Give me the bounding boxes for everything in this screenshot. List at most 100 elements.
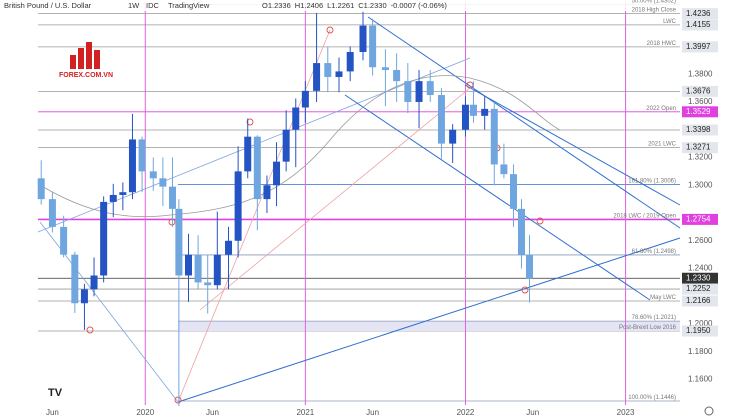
candle-body bbox=[518, 208, 526, 255]
price-box bbox=[682, 283, 718, 295]
candle-body bbox=[175, 208, 183, 276]
candle-body bbox=[381, 67, 389, 71]
price-box-label: 1.2166 bbox=[686, 296, 711, 305]
level-note: 161.80% (1.3006) bbox=[628, 178, 676, 184]
candle-body bbox=[346, 51, 354, 72]
trend-line bbox=[464, 84, 681, 206]
candle-body bbox=[244, 136, 252, 172]
candle-body bbox=[273, 161, 281, 186]
level-note: 50.00% (1.4302) bbox=[632, 0, 676, 5]
x-tick-label: 2020 bbox=[136, 408, 154, 417]
pivot bbox=[536, 217, 544, 225]
price-box bbox=[682, 19, 718, 31]
ohlc-value: O1.2336 bbox=[262, 1, 291, 10]
pivot bbox=[521, 286, 529, 294]
x-tick-label: Jun bbox=[46, 408, 59, 417]
pivot bbox=[246, 118, 254, 126]
price-box-label: 1.4155 bbox=[686, 20, 711, 29]
level-note: Post-Brexit Low 2016 bbox=[619, 325, 677, 331]
ohlc-value: L1.2261 bbox=[327, 1, 354, 10]
candle-body bbox=[149, 171, 157, 179]
logo-bar bbox=[78, 48, 84, 69]
candle-body bbox=[490, 108, 498, 165]
y-tick-label: 1.2000 bbox=[688, 319, 713, 328]
candle-body bbox=[449, 129, 457, 144]
ohlc-value: -0.0007 (-0.06%) bbox=[391, 1, 448, 10]
watermark: TV bbox=[48, 387, 63, 399]
header-text: 1W bbox=[128, 1, 140, 10]
y-tick-label: 1.2600 bbox=[688, 236, 713, 245]
logo-bar bbox=[70, 55, 76, 69]
candle-body bbox=[313, 63, 321, 91]
trend-line bbox=[344, 94, 651, 301]
y-tick-label: 1.3800 bbox=[688, 69, 713, 78]
candle-body bbox=[359, 25, 367, 52]
candle-body bbox=[159, 178, 167, 187]
price-box-label: 1.3271 bbox=[686, 143, 711, 152]
candle-body bbox=[138, 139, 146, 172]
trend-line bbox=[367, 16, 681, 229]
candle-body bbox=[393, 70, 401, 82]
candle-body bbox=[213, 254, 221, 286]
candle-body bbox=[500, 164, 508, 175]
ohlc-value: H1.2406 bbox=[295, 1, 323, 10]
candle-body bbox=[128, 139, 136, 193]
candle-body bbox=[234, 171, 242, 241]
candle-body bbox=[71, 254, 79, 304]
price-box-label: 1.3997 bbox=[686, 42, 711, 51]
candles bbox=[37, 11, 534, 407]
y-tick-label: 1.2400 bbox=[688, 264, 713, 273]
price-box bbox=[682, 41, 718, 53]
candle-body bbox=[369, 25, 377, 68]
price-box-label: 1.3529 bbox=[686, 107, 711, 116]
trend-line bbox=[177, 237, 681, 403]
y-tick-label: 1.3000 bbox=[688, 180, 713, 189]
candle-body bbox=[225, 240, 233, 255]
pivot bbox=[174, 396, 182, 404]
logo-bar bbox=[86, 42, 92, 69]
candle-body bbox=[301, 90, 309, 108]
candle-body bbox=[48, 199, 56, 227]
candle-body bbox=[184, 254, 192, 276]
candle-body bbox=[437, 95, 445, 144]
logo-bar bbox=[94, 50, 100, 69]
candle-body bbox=[324, 63, 332, 77]
candle-body bbox=[90, 275, 98, 290]
y-tick-label: 1.1600 bbox=[688, 375, 713, 384]
pivot bbox=[326, 26, 334, 34]
price-box-label: 1.2252 bbox=[686, 284, 711, 293]
candle-body bbox=[481, 108, 489, 116]
settings-icon[interactable] bbox=[704, 406, 714, 416]
level-note: LWC bbox=[663, 19, 677, 25]
candle-body bbox=[282, 129, 290, 162]
candle-body bbox=[253, 136, 261, 200]
candle-body bbox=[335, 71, 343, 77]
candle-body bbox=[60, 226, 68, 255]
pivot bbox=[86, 326, 94, 334]
candle-body bbox=[404, 81, 412, 102]
candle-body bbox=[204, 282, 212, 286]
y-tick-label: 1.3200 bbox=[688, 153, 713, 162]
level-note: May LWC bbox=[650, 295, 677, 301]
price-box bbox=[682, 213, 718, 225]
price-box bbox=[682, 325, 718, 337]
candle-body bbox=[292, 107, 300, 130]
candle-body bbox=[426, 81, 434, 96]
candle-body bbox=[100, 201, 108, 276]
level-band bbox=[178, 321, 680, 332]
candle-body bbox=[461, 104, 469, 130]
level-note: 2018 High Close bbox=[632, 8, 677, 14]
x-tick-label: 2021 bbox=[296, 408, 314, 417]
level-note: 2022 Open bbox=[646, 106, 676, 112]
price-box-label: 1.3398 bbox=[686, 125, 711, 134]
level-note: 100.00% (1.1446) bbox=[628, 395, 676, 401]
header-text: IDC bbox=[146, 1, 160, 10]
moving-average bbox=[39, 75, 561, 218]
candle-body bbox=[194, 254, 202, 283]
x-tick-label: Jun bbox=[526, 408, 539, 417]
level-note: 61.80% (1.2498) bbox=[632, 249, 676, 255]
candle-body bbox=[37, 178, 45, 200]
price-box-label: 1.3676 bbox=[686, 87, 711, 96]
